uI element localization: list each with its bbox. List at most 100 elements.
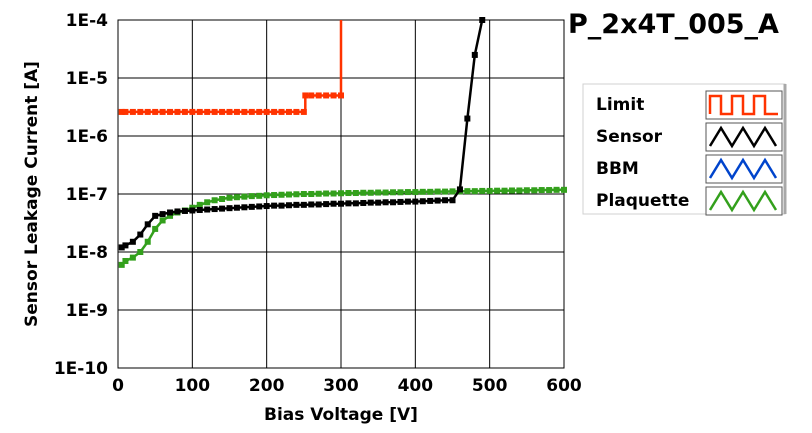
data-point-plaquette [382,189,389,196]
data-point-sensor [367,199,374,206]
data-point-sensor [137,231,144,238]
data-point-sensor [456,186,463,193]
data-point-plaquette [219,195,226,202]
legend-item-limit: Limit [596,90,783,120]
data-point-plaquette [300,191,307,197]
data-point-plaquette [159,217,166,224]
data-point-limit [219,108,226,115]
data-point-plaquette [285,191,292,198]
data-point-limit [263,108,270,115]
data-point-sensor [271,202,278,209]
data-point-plaquette [211,197,218,204]
data-point-sensor [181,207,188,214]
data-point-sensor [471,51,478,58]
y-axis-title: Sensor Leakage Current [A] [22,61,42,327]
x-tick-label: 300 [323,376,359,396]
legend-swatch-line [708,157,778,181]
data-point-sensor [129,238,136,245]
data-point-plaquette [152,225,159,232]
legend-swatch-line [708,189,778,213]
y-tick-label: 1E-10 [54,359,108,379]
x-tick-label: 500 [472,376,508,396]
x-axis-title: Bias Voltage [V] [264,405,418,425]
series-limit [118,20,344,115]
data-point-plaquette [442,188,449,195]
data-point-sensor [338,200,344,207]
data-point-plaquette [338,190,344,197]
data-point-limit [211,108,218,115]
x-tick-label: 400 [398,376,434,396]
data-point-sensor [375,199,382,206]
data-point-sensor [189,207,196,214]
data-point-plaquette [479,187,486,194]
data-point-sensor [360,199,367,206]
data-point-sensor [323,201,330,208]
data-point-plaquette [501,187,508,194]
data-point-sensor [308,201,315,208]
legend-label: Sensor [596,127,663,147]
data-point-sensor [219,205,226,212]
y-tick-label: 1E-5 [66,69,108,89]
data-point-plaquette [360,189,367,196]
data-point-sensor [449,197,456,204]
data-point-sensor [248,203,255,210]
data-point-sensor [278,202,285,209]
data-point-sensor [390,199,397,206]
data-point-sensor [167,209,174,216]
data-point-sensor [345,200,352,207]
legend-item-bbm: BBM [596,154,783,184]
data-point-limit [271,108,278,115]
data-point-sensor [256,203,263,210]
data-point-plaquette [278,191,285,198]
data-point-sensor [122,242,129,249]
data-point-sensor [152,212,159,219]
data-point-sensor [434,197,441,204]
data-point-sensor [211,206,218,213]
data-point-plaquette [118,261,125,268]
y-tick-label: 1E-6 [66,127,108,147]
data-point-plaquette [419,188,426,195]
data-point-sensor [233,204,240,211]
data-point-sensor [300,201,307,208]
x-tick-label: 600 [546,376,582,396]
data-point-sensor [118,244,125,251]
legend-item-plaquette: Plaquette [596,186,783,216]
data-point-limit [323,92,330,99]
x-tick-label: 0 [112,376,124,396]
data-point-plaquette [449,188,456,195]
series-layer [118,17,567,268]
data-point-limit [129,108,136,115]
data-point-sensor [382,199,389,206]
data-point-sensor [479,17,486,23]
data-point-plaquette [434,188,441,195]
data-point-plaquette [248,193,255,200]
data-point-limit [196,108,203,115]
data-point-plaquette [367,189,374,196]
data-point-sensor [464,115,471,122]
data-point-limit [118,108,125,115]
chart-title: P_2x4T_005_A [568,9,779,40]
data-point-plaquette [508,187,515,194]
data-point-plaquette [293,191,300,198]
data-point-sensor [293,201,300,208]
data-point-limit [330,92,337,99]
data-point-limit [167,108,174,115]
data-point-plaquette [561,186,567,193]
data-point-limit [300,108,307,115]
data-point-limit [174,108,181,115]
data-point-sensor [397,198,404,205]
data-point-limit [285,108,292,115]
data-point-plaquette [226,194,233,201]
data-point-plaquette [516,187,523,194]
data-point-plaquette [486,187,493,194]
series-sensor [118,17,486,251]
data-point-plaquette [256,192,263,199]
data-point-sensor [427,197,434,204]
data-point-sensor [204,206,211,213]
axes: 0 100 200 300 400 500 600 1E-10 1E-9 1E-8 1E-7 1E-6… [54,11,582,396]
legend-label: Limit [596,95,644,115]
legend-items: Limit Sensor BBM Plaquette [596,90,783,216]
data-point-sensor [412,198,419,205]
